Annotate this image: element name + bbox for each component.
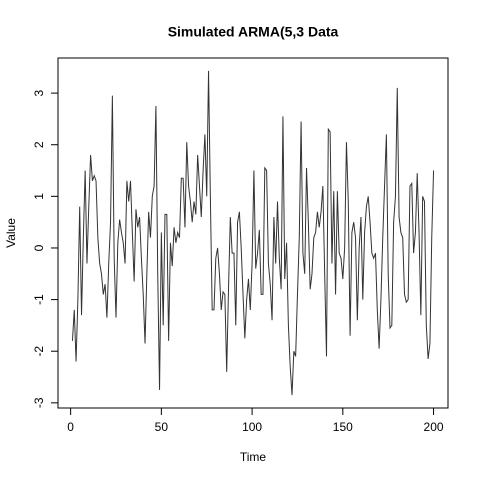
y-tick-label: -1 bbox=[32, 294, 46, 305]
y-tick-label: -2 bbox=[32, 346, 46, 357]
x-tick-label: 150 bbox=[333, 420, 353, 434]
x-tick-label: 100 bbox=[242, 420, 262, 434]
x-axis-label: Time bbox=[240, 450, 267, 464]
x-tick-label: 0 bbox=[67, 420, 74, 434]
series-line bbox=[71, 70, 435, 396]
x-tick-label: 50 bbox=[155, 420, 169, 434]
y-tick-label: 3 bbox=[32, 89, 46, 96]
y-tick-label: -3 bbox=[32, 397, 46, 408]
y-tick-label: 2 bbox=[32, 141, 46, 148]
x-tick-label: 200 bbox=[424, 420, 444, 434]
y-tick-label: 0 bbox=[32, 244, 46, 251]
y-tick-label: 1 bbox=[32, 193, 46, 200]
y-axis-label: Value bbox=[4, 218, 18, 248]
chart-title: Simulated ARMA(5,3 Data bbox=[168, 24, 339, 40]
